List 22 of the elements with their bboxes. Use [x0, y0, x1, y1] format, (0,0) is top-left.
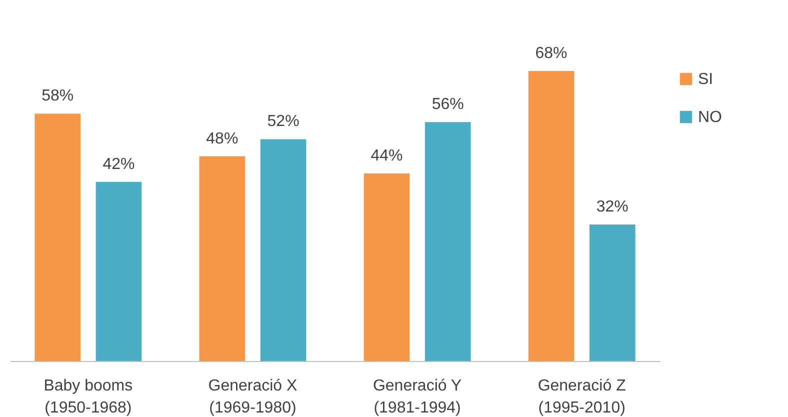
bar — [589, 224, 636, 361]
data-label: 32% — [596, 198, 628, 216]
legend-label: SI — [698, 71, 714, 88]
bar — [260, 139, 306, 361]
x-tick-label: Generació X (1969-1980) — [208, 378, 298, 416]
bar — [96, 182, 142, 361]
x-tick-label: Generació Z (1995-2010) — [538, 378, 626, 416]
data-label: 44% — [370, 147, 403, 164]
bar — [364, 173, 410, 361]
data-label: 52% — [267, 113, 300, 130]
data-label: 56% — [432, 96, 464, 114]
data-label: 68% — [535, 45, 568, 62]
legend-label: NO — [698, 109, 722, 126]
bar — [528, 71, 574, 361]
bar — [199, 156, 246, 361]
data-label: 48% — [206, 130, 238, 148]
x-tick-label: Generació Y (1981-1994) — [372, 378, 462, 416]
data-label: 42% — [102, 156, 135, 173]
bar — [424, 122, 471, 361]
bar — [34, 114, 81, 361]
data-label: 58% — [42, 88, 74, 105]
x-tick-label: Baby booms (1950-1968) — [44, 378, 133, 416]
